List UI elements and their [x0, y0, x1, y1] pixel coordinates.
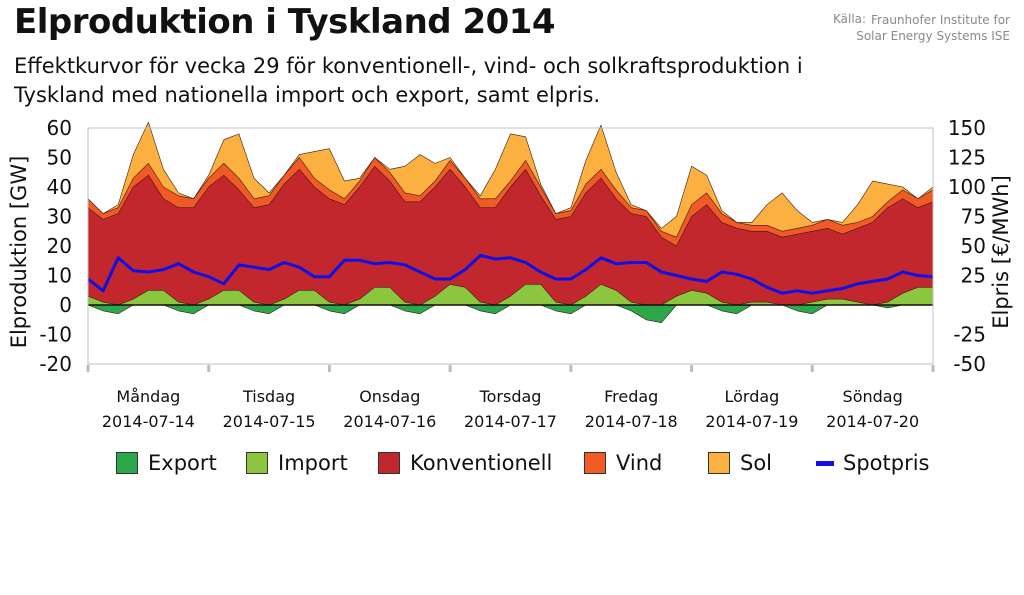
y-tick-left-label: -10 — [39, 323, 72, 347]
plot-border — [87, 127, 934, 365]
x-day-date: 2014-07-15 — [223, 412, 316, 431]
x-day-tick — [207, 365, 211, 372]
legend-label-konventionell: Konventionell — [410, 451, 553, 475]
legend-swatch-vind — [584, 452, 606, 474]
legend-label-import: Import — [278, 451, 348, 475]
x-day-date: 2014-07-18 — [585, 412, 678, 431]
legend-item-import: Import — [246, 448, 348, 478]
legend-swatch-export — [116, 452, 138, 474]
y-tick-right-label: -25 — [953, 323, 986, 347]
legend-label-export: Export — [148, 451, 217, 475]
y-tick-left-label: 50 — [47, 146, 72, 170]
x-day-name: Torsdag — [479, 387, 542, 406]
y-tick-left-label: 20 — [47, 234, 72, 258]
source-label: Källa: — [833, 12, 867, 26]
x-day-date: 2014-07-20 — [826, 412, 919, 431]
y-axis-left-label: Elproduktion [GW] — [7, 156, 31, 349]
legend-swatch-import — [246, 452, 268, 474]
x-day-date: 2014-07-19 — [705, 412, 798, 431]
spotpris-line — [87, 253, 934, 295]
legend-item-sol: Sol — [708, 448, 772, 478]
x-day-tick — [569, 365, 573, 372]
x-day-name: Söndag — [843, 387, 903, 406]
x-day-name: Onsdag — [359, 387, 420, 406]
x-day-date: 2014-07-17 — [464, 412, 557, 431]
y-tick-left-label: 60 — [47, 118, 72, 140]
y-tick-left-label: 40 — [47, 175, 72, 199]
chart-title: Elproduktion i Tyskland 2014 — [14, 2, 556, 42]
y-tick-right-label: -50 — [953, 352, 986, 376]
legend-item-spotpris: Spotpris — [816, 448, 929, 478]
x-day-tick — [690, 365, 694, 372]
y-tick-left-label: 10 — [47, 264, 72, 288]
spotpris-line-group — [87, 253, 934, 295]
production-chart: -20 -10 0 10 20 30 40 50 60 -50 -25 25 50 75 100 125 15… — [7, 118, 1013, 431]
legend-label-vind: Vind — [616, 451, 663, 475]
y-axis-left-ticks: -20 -10 0 10 20 30 40 50 60 — [39, 118, 72, 376]
legend-swatch-konventionell — [378, 452, 400, 474]
y-axis-right-ticks: -50 -25 25 50 75 100 125 150 — [948, 118, 986, 376]
x-axis-day-labels: Måndag 2014-07-14 Tisdag 2014-07-15 Onsdag 20… — [86, 365, 935, 431]
legend-label-spotpris: Spotpris — [843, 451, 930, 475]
x-day-tick — [448, 365, 452, 372]
legend-line-spotpris — [816, 460, 834, 466]
y-tick-right-label: 100 — [948, 175, 986, 199]
x-day-tick — [931, 365, 935, 372]
y-tick-right-label: 25 — [961, 264, 986, 288]
y-tick-left-label: 0 — [59, 293, 72, 317]
y-tick-left-label: -20 — [39, 352, 72, 376]
plot-frame — [87, 127, 934, 365]
legend-swatch-sol — [708, 452, 730, 474]
legend-item-export: Export — [116, 448, 217, 478]
y-axis-right-label: Elpris [€/MWh] — [989, 175, 1013, 329]
y-tick-right-label: 125 — [948, 146, 986, 170]
source-name-line2: Solar Energy Systems ISE — [856, 29, 1010, 43]
y-tick-right-label: 50 — [961, 234, 986, 258]
legend-label-sol: Sol — [740, 451, 773, 475]
x-day-name: Måndag — [116, 387, 180, 406]
x-day-date: 2014-07-16 — [343, 412, 436, 431]
y-tick-right-label: 75 — [961, 205, 986, 229]
legend-item-vind: Vind — [584, 448, 662, 478]
x-day-name: Lördag — [725, 387, 780, 406]
x-day-name: Tisdag — [242, 387, 295, 406]
y-tick-right-label: 150 — [948, 118, 986, 140]
x-day-tick — [810, 365, 814, 372]
stacked-areas — [87, 121, 934, 364]
source-name-line1: Fraunhofer Institute for — [871, 13, 1010, 27]
source-name: Fraunhofer Institute for Solar Energy Sy… — [856, 12, 1010, 44]
x-day-tick — [86, 365, 90, 372]
x-day-name: Fredag — [604, 387, 658, 406]
x-day-date: 2014-07-14 — [102, 412, 195, 431]
legend-item-konventionell: Konventionell — [378, 448, 552, 478]
x-day-tick — [327, 365, 331, 372]
y-tick-left-label: 30 — [47, 205, 72, 229]
chart-subtitle: Effektkurvor för vecka 29 för konvention… — [14, 54, 803, 107]
